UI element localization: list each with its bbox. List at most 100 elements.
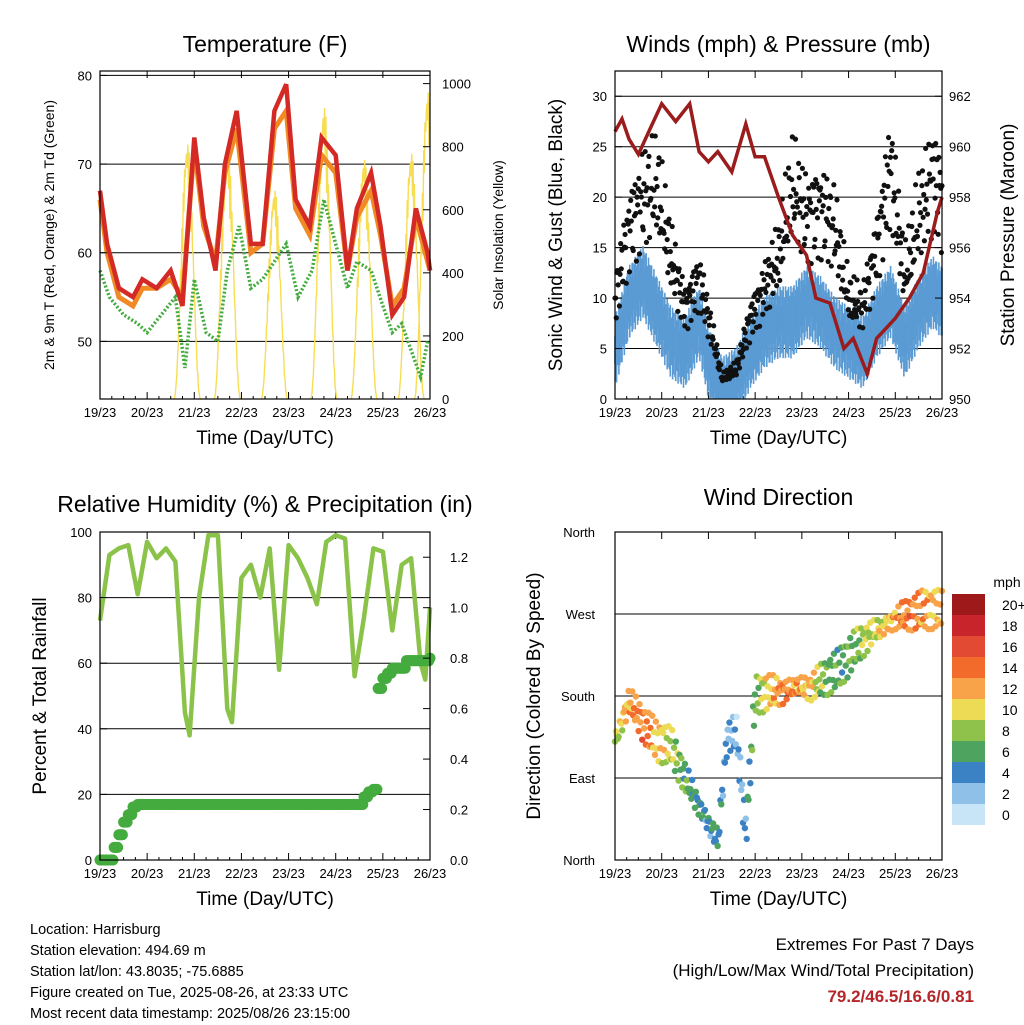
x-tick-label: 25/23	[879, 866, 912, 881]
gust-point	[702, 296, 709, 303]
gust-point	[743, 338, 749, 344]
legend-swatch	[952, 720, 985, 741]
gust-point	[876, 231, 882, 237]
gust-point	[769, 239, 775, 245]
gust-point	[837, 229, 843, 235]
rainfall-point	[376, 682, 388, 694]
gust-point	[887, 154, 894, 160]
gust-point	[777, 246, 783, 252]
gust-point	[907, 250, 914, 256]
gust-point	[655, 215, 661, 221]
gust-point	[830, 216, 836, 222]
gust-point	[923, 197, 929, 203]
gust-point	[828, 194, 834, 201]
extremes-values: 79.2/46.5/16.6/0.81	[827, 987, 974, 1006]
y-tick-label: 0	[85, 853, 92, 868]
direction-point	[678, 755, 685, 762]
y-axis-label: 2m & 9m T (Red, Orange) & 2m Td (Green)	[41, 100, 57, 370]
panel-4: Wind Direction 19/23 20/23 21/23 22/23 23/23 2…	[524, 484, 1024, 910]
gust-point	[651, 187, 657, 193]
gust-point	[836, 243, 842, 250]
gust-point	[850, 297, 856, 303]
gust-point	[742, 330, 748, 336]
gust-point	[930, 176, 936, 182]
gust-point	[902, 237, 909, 243]
gust-point	[900, 288, 906, 294]
gust-point	[616, 303, 623, 309]
direction-point	[652, 718, 660, 725]
gust-point	[652, 133, 658, 139]
direction-point	[860, 652, 868, 660]
gust-point	[820, 203, 826, 209]
gust-point	[877, 273, 883, 279]
gust-point	[626, 269, 633, 275]
direction-point	[773, 674, 780, 682]
gust-point	[689, 273, 695, 280]
direction-point	[670, 744, 678, 751]
gust-point	[621, 222, 627, 228]
direction-point	[659, 729, 667, 737]
direction-point	[932, 623, 939, 630]
y-tick-label: West	[566, 607, 596, 622]
gust-point	[799, 165, 805, 171]
gust-point	[739, 342, 745, 348]
gust-point	[855, 298, 861, 304]
gust-point	[833, 227, 839, 233]
gust-point	[784, 233, 790, 239]
direction-point	[675, 777, 682, 784]
x-axis-label: Time (Day/UTC)	[710, 889, 848, 910]
gust-point	[707, 314, 713, 321]
panel-title: Relative Humidity (%) & Precipitation (i…	[57, 491, 472, 517]
y-tick-label: East	[569, 771, 595, 786]
gust-point	[684, 295, 690, 302]
gust-point	[661, 230, 667, 236]
x-tick-label: 19/23	[599, 866, 632, 881]
direction-point	[633, 714, 640, 722]
gust-point	[918, 250, 924, 256]
direction-point	[819, 671, 827, 678]
x-tick-label: 26/23	[926, 866, 959, 881]
gust-point	[753, 311, 759, 317]
direction-point	[779, 700, 787, 708]
gust-point	[780, 255, 786, 261]
direction-point	[800, 691, 808, 698]
gust-point	[699, 282, 706, 288]
y-tick-label: 60	[78, 246, 92, 261]
gust-point	[688, 317, 694, 324]
gust-point	[623, 245, 629, 251]
gust-point	[746, 340, 753, 346]
gust-point	[860, 325, 866, 331]
direction-point	[839, 652, 847, 659]
gust-point	[681, 313, 687, 320]
gust-point	[641, 181, 647, 187]
x-tick-label: 21/23	[692, 405, 725, 420]
gust-point	[733, 372, 739, 378]
gust-point	[813, 177, 819, 183]
created-text: Figure created on Tue, 2025-08-26, at 23…	[30, 985, 349, 1001]
direction-point	[689, 776, 696, 784]
y-tick-label: 30	[593, 89, 607, 104]
y2-tick-label: 200	[442, 329, 464, 344]
direction-point	[672, 738, 680, 745]
legend-label: 4	[1002, 765, 1010, 781]
rainfall-point	[371, 783, 383, 795]
gust-point	[750, 319, 756, 325]
gust-point	[669, 223, 675, 230]
gust-point	[750, 329, 756, 335]
legend-swatch	[952, 636, 985, 657]
gust-point	[774, 255, 780, 261]
gust-point	[818, 185, 824, 191]
direction-point	[673, 760, 680, 767]
direction-point	[847, 634, 854, 642]
direction-point	[818, 682, 826, 690]
y2-tick-label: 400	[442, 266, 464, 281]
gust-point	[924, 211, 931, 217]
direction-point	[895, 603, 902, 610]
plot-frame	[614, 70, 943, 400]
gust-series	[612, 133, 945, 384]
y-tick-label: 25	[593, 140, 607, 155]
x-tick-label: 22/23	[739, 866, 772, 881]
gust-point	[711, 323, 717, 329]
gust-point	[894, 212, 900, 218]
